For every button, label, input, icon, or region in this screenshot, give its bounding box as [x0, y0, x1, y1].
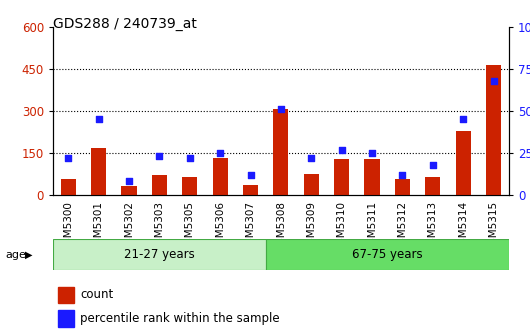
Bar [121, 186, 137, 195]
Bar [334, 159, 349, 195]
Bar [266, 239, 509, 270]
Bar [365, 159, 379, 195]
Bar [58, 310, 74, 327]
Bar [213, 159, 228, 195]
Bar [273, 110, 288, 195]
Text: age: age [5, 250, 26, 259]
Text: count: count [81, 288, 113, 301]
Point [155, 154, 164, 159]
Text: 21-27 years: 21-27 years [124, 248, 195, 261]
Point [398, 172, 407, 177]
Bar [425, 177, 440, 195]
Text: ▶: ▶ [25, 250, 33, 259]
Point [338, 147, 346, 152]
Bar [456, 131, 471, 195]
Point [459, 117, 467, 122]
Text: GDS288 / 240739_at: GDS288 / 240739_at [53, 17, 197, 31]
Point [94, 117, 103, 122]
Point [489, 78, 498, 83]
Bar [486, 65, 501, 195]
Point [368, 150, 376, 156]
Point [429, 162, 437, 167]
Point [125, 179, 133, 184]
Bar [304, 174, 319, 195]
Bar [395, 179, 410, 195]
Bar [58, 287, 74, 303]
Bar [91, 148, 106, 195]
Text: 67-75 years: 67-75 years [352, 248, 422, 261]
Bar [60, 179, 76, 195]
Point [64, 155, 73, 161]
Bar [53, 239, 266, 270]
Point [186, 155, 194, 161]
Bar [243, 185, 258, 195]
Point [246, 172, 255, 177]
Bar [152, 175, 167, 195]
Point [277, 107, 285, 112]
Point [307, 155, 315, 161]
Bar [182, 177, 197, 195]
Text: percentile rank within the sample: percentile rank within the sample [81, 312, 280, 325]
Point [216, 150, 224, 156]
